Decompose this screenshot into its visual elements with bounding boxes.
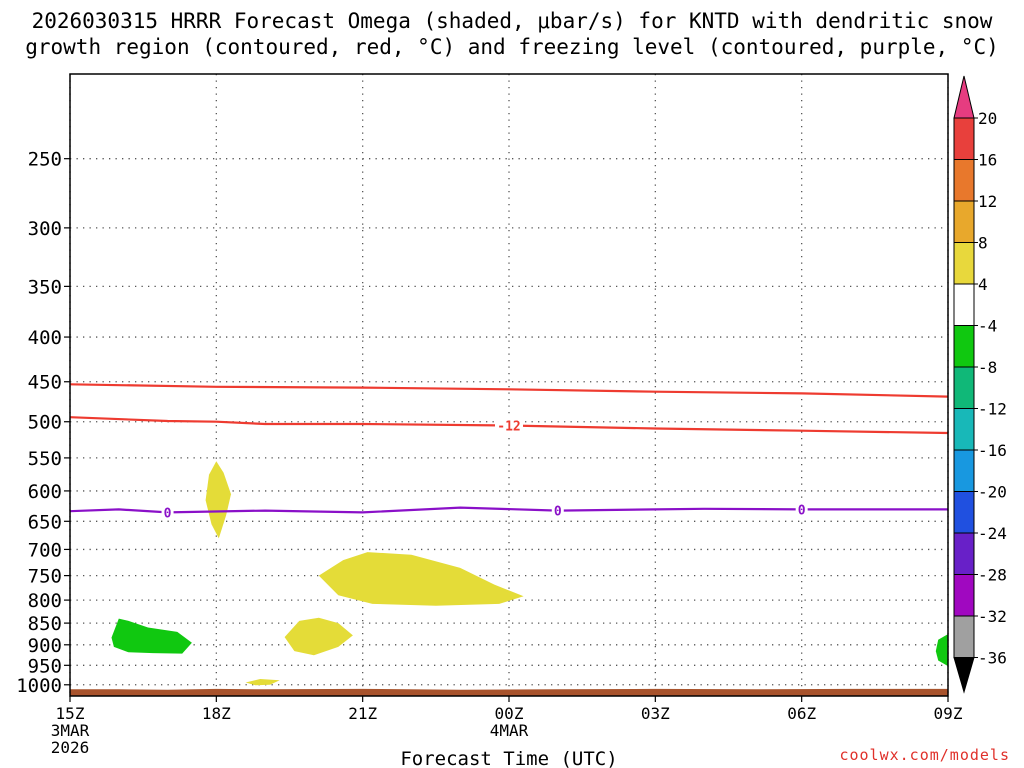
colorbar-label-10: -24 [978,524,1007,543]
colorbar-label-7: -12 [978,400,1007,419]
colorbar-label-11: -28 [978,566,1007,585]
colorbar-label-5: -4 [978,317,997,336]
y-axis: 2503003504004505005506006507007508008509… [16,149,70,697]
freezing-level-contour [69,506,948,514]
y-tick-label-450: 450 [28,372,62,394]
colorbar-label-8: -16 [978,441,1007,460]
x-tick-label-6-0: 21Z [348,704,377,723]
omega-region-green-1 [111,618,192,654]
chart-title: 2026030315 HRRR Forecast Omega (shaded, … [0,8,1024,60]
x-tick-label-12-0: 03Z [641,704,670,723]
omega-region-yellow-1 [205,461,231,539]
dendritic-lower-contour-label-0: -12 [497,420,520,435]
chart-title-line-1: 2026030315 HRRR Forecast Omega (shaded, … [31,9,993,33]
y-tick-label-550: 550 [28,448,62,470]
colorbar-swatch-6 [953,366,975,409]
dendritic-lower-contour [69,416,949,435]
y-tick-label-400: 400 [28,327,62,349]
x-tick-label-0-1: 3MAR [51,721,90,740]
x-axis-label: Forecast Time (UTC) [400,748,617,768]
colorbar-top-triangle [953,75,975,119]
y-tick-label-850: 850 [28,613,62,635]
omega-region-yellow-3 [284,617,353,656]
colorbar-swatch-0 [953,117,975,160]
omega-region-yellow-2 [318,552,524,606]
y-tick-label-250: 250 [28,149,62,171]
x-tick-label-9-1: 4MAR [490,721,529,740]
plot-background [70,74,948,696]
y-tick-label-750: 750 [28,566,62,588]
freezing-level-contour-label-1: 0 [554,505,562,520]
colorbar-bottom-triangle [953,657,975,694]
x-tick-label-9-0: 00Z [495,704,524,723]
y-tick-label-600: 600 [28,481,62,503]
x-tick-label-3-0: 18Z [202,704,231,723]
freezing-level-contour-label-bg-2 [795,501,808,518]
dendritic-upper-contour [69,383,949,398]
colorbar-swatch-8 [953,449,975,492]
y-tick-label-500: 500 [28,412,62,434]
y-tick-label-700: 700 [28,539,62,561]
x-tick-label-18-0: 09Z [934,704,963,723]
colorbar-swatch-9 [953,491,975,534]
source-credit: coolwx.com/models [839,746,1010,764]
y-tick-label-800: 800 [28,590,62,612]
colorbar-swatch-5 [953,325,975,368]
colorbar-swatch-11 [953,574,975,617]
y-tick-label-950: 950 [28,655,62,677]
colorbar-swatch-12 [953,615,975,658]
freezing-level-contour-label-bg-0 [161,504,174,521]
colorbar-label-4: 4 [978,275,988,294]
omega-regions [111,461,948,686]
x-tick-label-0-0: 15Z [56,704,85,723]
colorbar-swatch-10 [953,532,975,575]
freezing-level-contour-label-bg-1 [551,502,564,519]
y-tick-label-900: 900 [28,635,62,657]
y-tick-label-1000: 1000 [16,675,62,697]
colorbar-label-3: 8 [978,234,988,253]
freezing-level-contour-label-2: 0 [798,503,806,518]
colorbar-label-1: 16 [978,151,997,170]
colorbar-swatch-7 [953,408,975,451]
x-tick-label-15-0: 06Z [787,704,816,723]
terrain-layer [70,688,948,696]
terrain-surface [70,688,948,696]
colorbar-swatch-2 [953,200,975,243]
colorbar-swatch-3 [953,242,975,285]
colorbar: 20 16 12 8 4 -4 -8 -12 -16 -20 -24 -28 -32 -36 [953,75,1007,694]
y-tick-label-650: 650 [28,511,62,533]
colorbar-label-6: -8 [978,358,997,377]
chart-title-line-2: growth region (contoured, red, °C) and f… [25,35,999,59]
colorbar-label-12: -32 [978,607,1007,626]
y-tick-label-350: 350 [28,276,62,298]
omega-region-green-2 [935,634,948,667]
contour-lines: -12 0 0 0 [69,383,949,521]
y-tick-label-300: 300 [28,218,62,240]
colorbar-label-9: -20 [978,483,1007,502]
colorbar-swatch-4 [953,283,975,326]
freezing-level-contour-label-0: 0 [164,506,172,521]
x-tick-label-0-2: 2026 [51,738,90,757]
dendritic-lower-contour-label-bg-0 [495,417,523,434]
omega-region-yellow-4 [245,679,280,686]
colorbar-label-0: 20 [978,109,997,128]
colorbar-swatch-1 [953,159,975,202]
colorbar-label-2: 12 [978,192,997,211]
colorbar-label-13: -36 [978,649,1007,668]
